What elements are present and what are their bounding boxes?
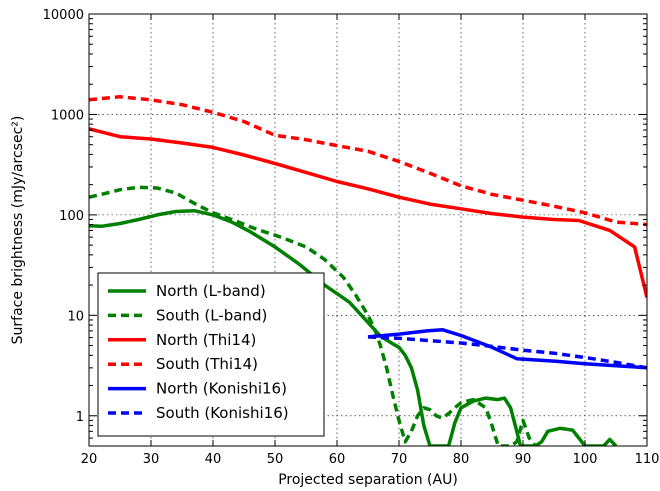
x-tick-label: 50 bbox=[267, 452, 284, 467]
series-line-6 bbox=[367, 335, 647, 370]
legend-label-2: South (L-band) bbox=[156, 306, 267, 324]
series-line-2 bbox=[89, 185, 537, 446]
y-tick-label: 10000 bbox=[43, 8, 84, 23]
x-axis-label: Projected separation (AU) bbox=[278, 472, 458, 488]
y-axis-label: Surface brightness (mJy/arcsec²) bbox=[10, 116, 26, 345]
series-line-3 bbox=[89, 127, 647, 299]
legend-label-4: South (Thi14) bbox=[156, 355, 258, 373]
x-tick-label: 70 bbox=[391, 452, 408, 467]
legend-box bbox=[97, 272, 325, 437]
y-tick-label: 1000 bbox=[51, 108, 84, 123]
y-tick-label: 1 bbox=[76, 410, 84, 425]
legend-label-5: North (Konishi16) bbox=[156, 380, 287, 398]
series-line-1 bbox=[89, 208, 618, 446]
x-tick-label: 90 bbox=[515, 452, 532, 467]
x-tick-label: 40 bbox=[205, 452, 222, 467]
x-tick-label: 60 bbox=[329, 452, 346, 467]
y-tick-label: 100 bbox=[59, 209, 84, 224]
legend-label-3: North (Thi14) bbox=[156, 331, 256, 349]
x-tick-label: 80 bbox=[453, 452, 470, 467]
x-tick-label: 20 bbox=[81, 452, 98, 467]
legend: North (L-band) South (L-band) North (Thi14… bbox=[97, 272, 325, 437]
series-line-4 bbox=[89, 95, 647, 227]
series-layer bbox=[89, 95, 647, 446]
y-tick-label: 10 bbox=[67, 309, 84, 324]
legend-label-1: North (L-band) bbox=[156, 282, 266, 300]
x-tick-label: 30 bbox=[143, 452, 160, 467]
x-tick-label: 110 bbox=[635, 452, 660, 467]
x-tick-label: 100 bbox=[573, 452, 598, 467]
legend-label-6: South (Konishi16) bbox=[156, 404, 289, 422]
